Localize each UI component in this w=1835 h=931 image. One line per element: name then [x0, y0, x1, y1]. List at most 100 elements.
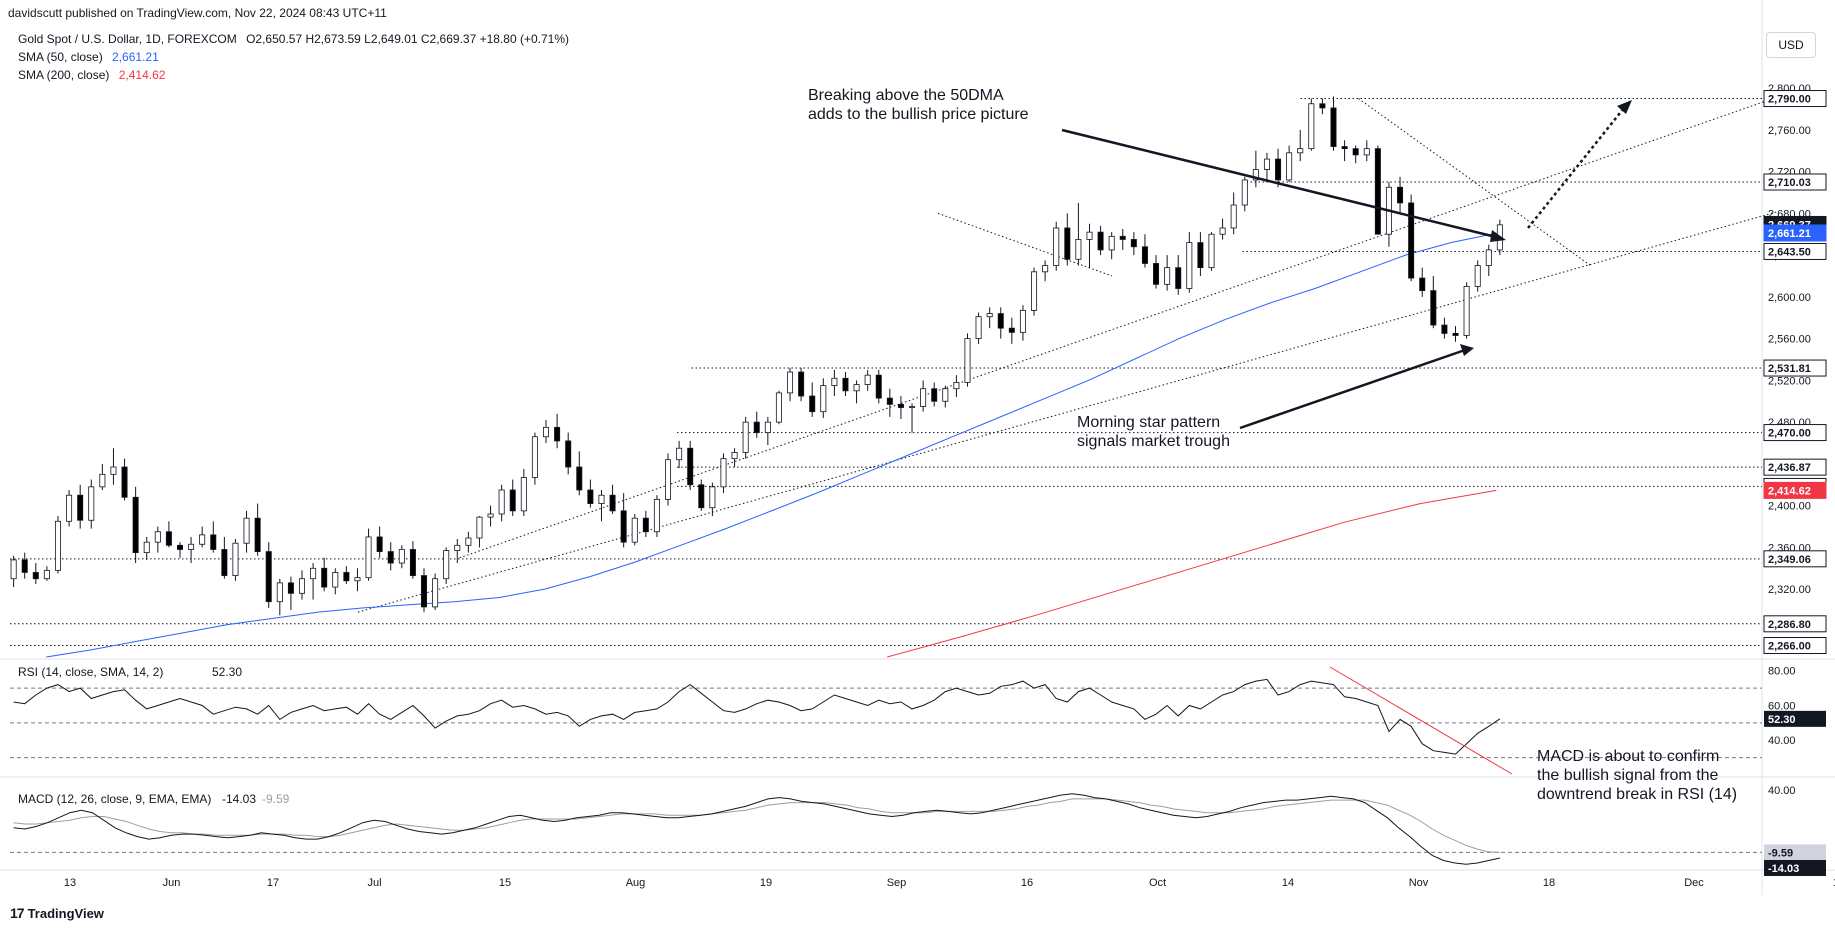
candle-body [299, 578, 306, 594]
candle-body [243, 517, 250, 544]
annotation-arrow-morning-star [1239, 348, 1466, 430]
candle-body [343, 572, 350, 582]
candle-body [398, 549, 405, 564]
level-price-badge [1763, 458, 1827, 476]
candle-body [77, 494, 84, 521]
candle-body [99, 473, 106, 488]
annotation-macd-line3: downtrend break in RSI (14) [1537, 786, 1738, 803]
candle-body [853, 384, 860, 392]
published-line: davidscutt published on TradingView.com,… [8, 6, 387, 20]
level-price-badge-text: 2,436.87 [1768, 462, 1811, 474]
annotation-morning-star: Morning star pattern signals market trou… [1077, 413, 1230, 451]
candle-body [709, 486, 716, 509]
candle-body [43, 569, 50, 580]
sma50-legend: SMA (50, close) 2,661.21 [18, 50, 159, 64]
candle-body [554, 426, 561, 442]
level-price-badge [1763, 359, 1827, 377]
candle-body [21, 559, 28, 573]
candle-body [642, 517, 649, 533]
level-price-badge-text: 2,470.00 [1768, 428, 1811, 440]
currency-button[interactable]: USD [1766, 32, 1816, 58]
candle-body [376, 536, 383, 552]
annotation-morning-star-line1: Morning star pattern [1077, 414, 1221, 431]
candle-body [520, 477, 527, 512]
candle-body [121, 466, 128, 498]
candle-body [1252, 169, 1259, 181]
candle-body [531, 436, 538, 478]
trendline [459, 95, 1780, 559]
candle-body [165, 531, 172, 546]
candle-body [787, 371, 794, 394]
candle-body [276, 582, 283, 603]
annotation-macd: MACD is about to confirm the bullish sig… [1537, 747, 1737, 804]
candle-body [487, 513, 494, 518]
candle-body [909, 406, 916, 408]
level-price-badge-text: 2,710.03 [1768, 177, 1811, 189]
candle-body [54, 520, 61, 571]
rsi-downtrend-line [1329, 666, 1513, 775]
candle-body [1019, 310, 1026, 333]
candle-body [1141, 246, 1148, 264]
candle-body [1341, 146, 1348, 150]
candle-body [354, 577, 361, 582]
candle-body [1463, 286, 1470, 336]
candle-body [920, 388, 927, 407]
rsi-line [13, 678, 1501, 755]
candle-body [265, 551, 272, 603]
price-tick-label: 2,600.00 [1768, 292, 1811, 304]
candle-body [997, 313, 1004, 329]
macd-signal-line [13, 798, 1500, 853]
candle-body [1230, 204, 1237, 229]
candle-body [210, 534, 217, 550]
candle-body [1031, 271, 1038, 311]
signal-value-badge-text: -9.59 [1768, 847, 1793, 859]
candle-body [676, 447, 683, 461]
candle-body [476, 516, 483, 539]
candle-body [1352, 148, 1359, 156]
candle-body [232, 542, 239, 576]
projection-arrow [1527, 107, 1625, 229]
candle-body [1297, 148, 1304, 154]
level-price-badge [1763, 424, 1827, 442]
candle-body [88, 486, 95, 521]
candle-body [1186, 242, 1193, 289]
candle-body [199, 534, 206, 545]
candle-body [1197, 242, 1204, 269]
candle-body [1474, 265, 1481, 287]
candle-body [609, 494, 616, 512]
candle-body [775, 392, 782, 423]
level-price-badge-text: 2,266.00 [1768, 641, 1811, 653]
level-price-badge-text: 2,790.00 [1768, 94, 1811, 106]
candle-body [565, 440, 572, 468]
price-tick-label: 2,320.00 [1768, 584, 1811, 596]
candle-body [698, 484, 705, 509]
candle-body [332, 572, 339, 588]
candle-body [1208, 233, 1215, 269]
sma200-price-badge [1763, 481, 1827, 499]
candle-body [454, 544, 461, 551]
candle-body [221, 549, 228, 576]
candle-body [1419, 277, 1426, 292]
time-tick-label: 13 [64, 877, 76, 889]
annotation-morning-star-line2: signals market trough [1077, 433, 1230, 450]
macd-line [13, 793, 1501, 865]
tradingview-logo[interactable]: 17 TradingView [10, 905, 104, 921]
candle-body [154, 531, 161, 543]
time-tick-label: 14 [1282, 877, 1294, 889]
level-price-badge [1763, 637, 1827, 655]
candle-body [842, 377, 849, 392]
candle-body [1263, 158, 1270, 170]
rsi-tick-label: 60.00 [1768, 700, 1796, 712]
rsi-title: RSI (14, close, SMA, 14, 2) [18, 665, 163, 679]
candle-body [1330, 107, 1337, 147]
candle-body [665, 459, 672, 500]
candle-body [1319, 103, 1326, 109]
price-tick-label: 2,560.00 [1768, 334, 1811, 346]
level-price-badge [1763, 615, 1827, 633]
candle-body [421, 575, 428, 608]
tradingview-logo-icon: 17 [10, 905, 25, 921]
macd-title: MACD (12, 26, close, 9, EMA, EMA) [18, 792, 211, 806]
candle-body [1363, 148, 1370, 156]
candle-body [387, 551, 394, 564]
